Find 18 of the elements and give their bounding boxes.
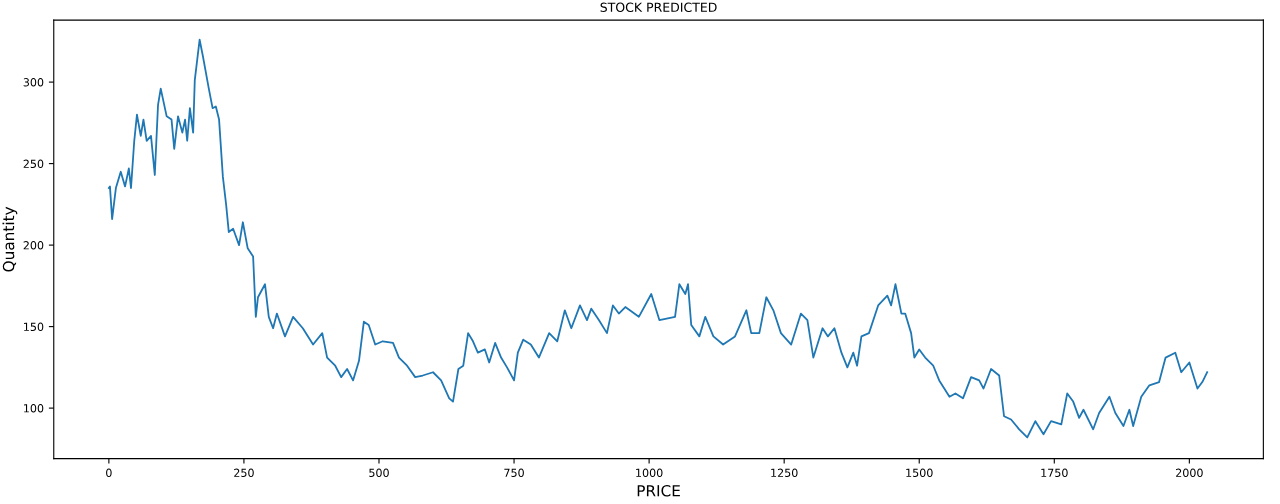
- x-tick-label: 1000: [636, 468, 663, 477]
- y-tick-label: 150: [24, 322, 44, 331]
- line-series: [107, 38, 1209, 439]
- x-tick-label: 250: [234, 468, 254, 477]
- x-tick-label: 2000: [1176, 468, 1203, 477]
- x-axis-title: PRICE: [637, 484, 680, 497]
- x-tick-label: 0: [106, 468, 112, 477]
- chart-title: STOCK PREDICTED: [600, 2, 717, 12]
- x-tick-label: 500: [369, 468, 389, 477]
- y-tick-label: 250: [23, 159, 44, 168]
- x-tick-label: 1250: [771, 468, 798, 477]
- y-tick-label: 100: [24, 404, 44, 413]
- x-tick-label: 750: [504, 468, 524, 477]
- y-tick-label: 300: [23, 78, 44, 87]
- y-tick-label: 200: [23, 241, 44, 250]
- x-tick-label: 1500: [906, 468, 933, 477]
- y-axis-title: Quantity: [2, 206, 18, 272]
- x-tick-label: 1750: [1041, 468, 1068, 477]
